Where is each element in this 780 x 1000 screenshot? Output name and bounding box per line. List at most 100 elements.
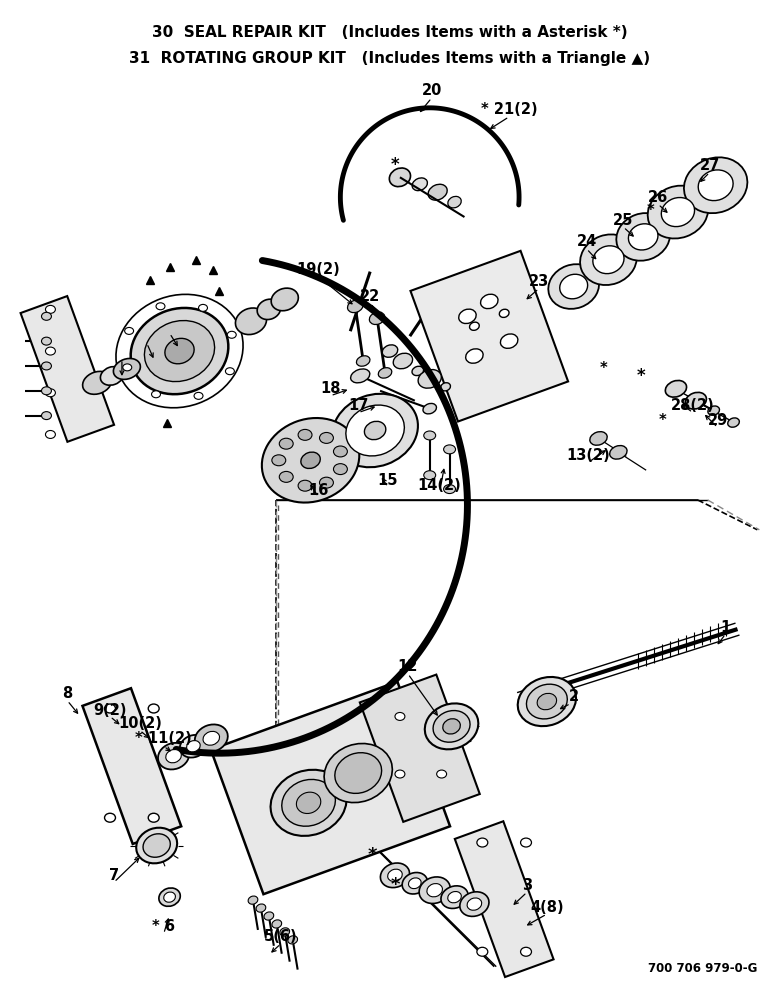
Ellipse shape xyxy=(105,813,115,822)
Ellipse shape xyxy=(661,198,694,227)
Text: 28(2): 28(2) xyxy=(671,398,714,413)
Ellipse shape xyxy=(459,309,476,324)
Ellipse shape xyxy=(83,371,112,394)
Text: 17: 17 xyxy=(348,398,368,413)
Ellipse shape xyxy=(460,892,489,916)
Ellipse shape xyxy=(248,896,258,904)
Ellipse shape xyxy=(520,838,531,847)
Text: * 21(2): * 21(2) xyxy=(480,102,537,117)
Text: 12: 12 xyxy=(398,659,418,674)
Ellipse shape xyxy=(424,471,436,480)
Text: *: * xyxy=(659,413,667,428)
Ellipse shape xyxy=(418,370,441,388)
Ellipse shape xyxy=(428,184,447,200)
Ellipse shape xyxy=(433,711,470,742)
Text: 10(2): 10(2) xyxy=(118,716,161,731)
Bar xyxy=(410,251,568,422)
Ellipse shape xyxy=(480,294,498,309)
Ellipse shape xyxy=(520,947,531,956)
Ellipse shape xyxy=(41,312,51,320)
Ellipse shape xyxy=(203,731,219,745)
Ellipse shape xyxy=(665,380,686,397)
Ellipse shape xyxy=(560,274,587,299)
Ellipse shape xyxy=(166,750,181,763)
Bar xyxy=(83,688,181,844)
Text: 13(2): 13(2) xyxy=(567,448,611,463)
Ellipse shape xyxy=(45,389,55,397)
Ellipse shape xyxy=(165,338,194,364)
Ellipse shape xyxy=(113,358,140,379)
Text: *: * xyxy=(637,367,646,385)
Ellipse shape xyxy=(356,356,370,366)
Text: *: * xyxy=(600,361,608,376)
Ellipse shape xyxy=(389,168,410,187)
Ellipse shape xyxy=(378,368,392,378)
Ellipse shape xyxy=(298,480,312,491)
Ellipse shape xyxy=(444,445,456,454)
Ellipse shape xyxy=(412,366,424,376)
Ellipse shape xyxy=(610,446,627,459)
Text: *: * xyxy=(367,846,377,864)
Ellipse shape xyxy=(324,743,392,803)
Text: 3: 3 xyxy=(522,878,532,893)
Ellipse shape xyxy=(272,455,285,466)
Ellipse shape xyxy=(728,418,739,427)
Text: * 11(2): * 11(2) xyxy=(135,731,192,746)
Text: 14(2): 14(2) xyxy=(418,478,462,493)
Ellipse shape xyxy=(236,308,267,335)
Text: 25: 25 xyxy=(613,213,633,228)
Ellipse shape xyxy=(685,392,707,409)
Ellipse shape xyxy=(332,394,418,467)
Text: 8: 8 xyxy=(62,686,73,701)
Ellipse shape xyxy=(195,724,228,752)
Ellipse shape xyxy=(301,452,321,468)
Ellipse shape xyxy=(279,471,293,482)
Ellipse shape xyxy=(45,305,55,313)
Ellipse shape xyxy=(296,792,321,814)
Ellipse shape xyxy=(501,334,518,348)
Ellipse shape xyxy=(271,288,298,311)
Ellipse shape xyxy=(45,430,55,438)
Ellipse shape xyxy=(279,438,293,449)
Ellipse shape xyxy=(370,312,385,325)
Bar xyxy=(455,821,554,977)
Ellipse shape xyxy=(334,446,347,457)
Ellipse shape xyxy=(427,884,442,897)
Ellipse shape xyxy=(122,364,132,371)
Ellipse shape xyxy=(144,321,215,382)
Text: 29: 29 xyxy=(707,413,728,428)
Ellipse shape xyxy=(272,920,282,928)
Text: 20: 20 xyxy=(421,83,442,98)
Ellipse shape xyxy=(395,712,405,720)
Ellipse shape xyxy=(423,403,437,414)
Ellipse shape xyxy=(151,391,161,398)
Text: 30  SEAL REPAIR KIT   (Includes Items with a Asterisk *): 30 SEAL REPAIR KIT (Includes Items with … xyxy=(152,25,628,40)
Ellipse shape xyxy=(590,432,607,445)
Bar xyxy=(211,682,450,894)
Ellipse shape xyxy=(382,345,398,357)
Ellipse shape xyxy=(412,178,427,191)
Ellipse shape xyxy=(537,693,557,710)
Ellipse shape xyxy=(282,779,335,826)
Ellipse shape xyxy=(41,337,51,345)
Ellipse shape xyxy=(256,904,266,912)
Ellipse shape xyxy=(388,869,402,881)
Ellipse shape xyxy=(616,213,670,261)
Ellipse shape xyxy=(466,349,483,363)
Ellipse shape xyxy=(45,347,55,355)
Ellipse shape xyxy=(364,421,386,440)
Ellipse shape xyxy=(548,264,599,309)
Ellipse shape xyxy=(41,362,51,370)
Ellipse shape xyxy=(419,877,450,903)
Ellipse shape xyxy=(148,813,159,822)
Text: 26: 26 xyxy=(648,190,668,205)
Ellipse shape xyxy=(351,369,370,383)
Bar xyxy=(20,296,114,442)
Ellipse shape xyxy=(159,888,180,906)
Ellipse shape xyxy=(477,838,488,847)
Ellipse shape xyxy=(448,891,461,903)
Text: 22: 22 xyxy=(360,289,381,304)
Ellipse shape xyxy=(227,331,236,338)
Ellipse shape xyxy=(225,368,234,375)
Ellipse shape xyxy=(444,485,456,494)
